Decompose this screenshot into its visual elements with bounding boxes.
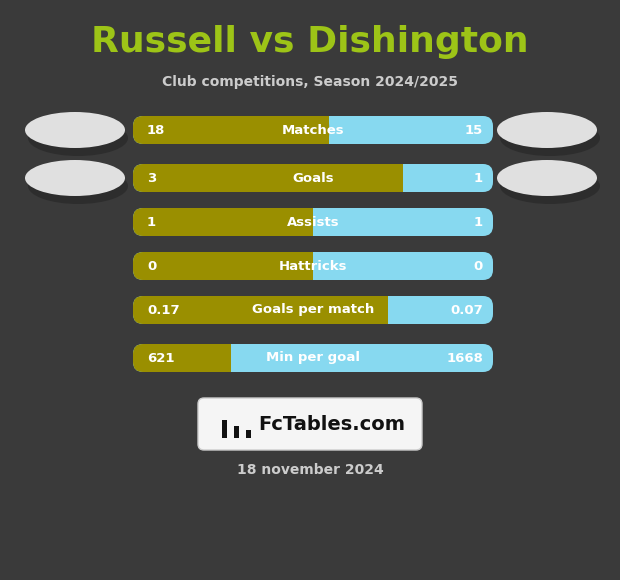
FancyBboxPatch shape <box>133 252 313 280</box>
Text: 0.07: 0.07 <box>450 303 483 317</box>
Text: 0: 0 <box>474 259 483 273</box>
FancyBboxPatch shape <box>133 116 493 144</box>
FancyBboxPatch shape <box>133 344 493 372</box>
Bar <box>234 426 239 438</box>
FancyBboxPatch shape <box>133 252 493 280</box>
Ellipse shape <box>28 120 128 156</box>
FancyBboxPatch shape <box>133 208 313 236</box>
Text: 0: 0 <box>147 259 156 273</box>
Ellipse shape <box>497 112 597 148</box>
Text: 18: 18 <box>147 124 166 136</box>
FancyBboxPatch shape <box>133 344 231 372</box>
Ellipse shape <box>500 120 600 156</box>
FancyBboxPatch shape <box>393 164 403 192</box>
Text: Russell vs Dishington: Russell vs Dishington <box>91 25 529 59</box>
Text: 18 november 2024: 18 november 2024 <box>237 463 383 477</box>
FancyBboxPatch shape <box>198 398 422 450</box>
Bar <box>246 430 251 438</box>
Ellipse shape <box>497 160 597 196</box>
Ellipse shape <box>28 168 128 204</box>
Text: Club competitions, Season 2024/2025: Club competitions, Season 2024/2025 <box>162 75 458 89</box>
Text: Matches: Matches <box>281 124 344 136</box>
FancyBboxPatch shape <box>303 208 313 236</box>
FancyBboxPatch shape <box>319 116 329 144</box>
Text: Goals: Goals <box>292 172 334 184</box>
Ellipse shape <box>25 160 125 196</box>
Text: Min per goal: Min per goal <box>266 351 360 364</box>
Text: 3: 3 <box>147 172 156 184</box>
FancyBboxPatch shape <box>378 296 388 324</box>
Text: 15: 15 <box>465 124 483 136</box>
Bar <box>222 420 227 438</box>
FancyBboxPatch shape <box>133 116 329 144</box>
Ellipse shape <box>25 112 125 148</box>
Text: Assists: Assists <box>286 216 339 229</box>
Ellipse shape <box>500 168 600 204</box>
Text: 1: 1 <box>474 216 483 229</box>
Text: 1668: 1668 <box>446 351 483 364</box>
FancyBboxPatch shape <box>133 296 493 324</box>
Text: 0.17: 0.17 <box>147 303 180 317</box>
Text: 621: 621 <box>147 351 174 364</box>
FancyBboxPatch shape <box>133 164 403 192</box>
Text: 1: 1 <box>474 172 483 184</box>
Text: Hattricks: Hattricks <box>279 259 347 273</box>
Text: FcTables.com: FcTables.com <box>259 415 405 433</box>
Text: Goals per match: Goals per match <box>252 303 374 317</box>
Text: 1: 1 <box>147 216 156 229</box>
FancyBboxPatch shape <box>133 164 493 192</box>
FancyBboxPatch shape <box>133 296 388 324</box>
FancyBboxPatch shape <box>221 344 231 372</box>
FancyBboxPatch shape <box>303 252 313 280</box>
FancyBboxPatch shape <box>133 208 493 236</box>
